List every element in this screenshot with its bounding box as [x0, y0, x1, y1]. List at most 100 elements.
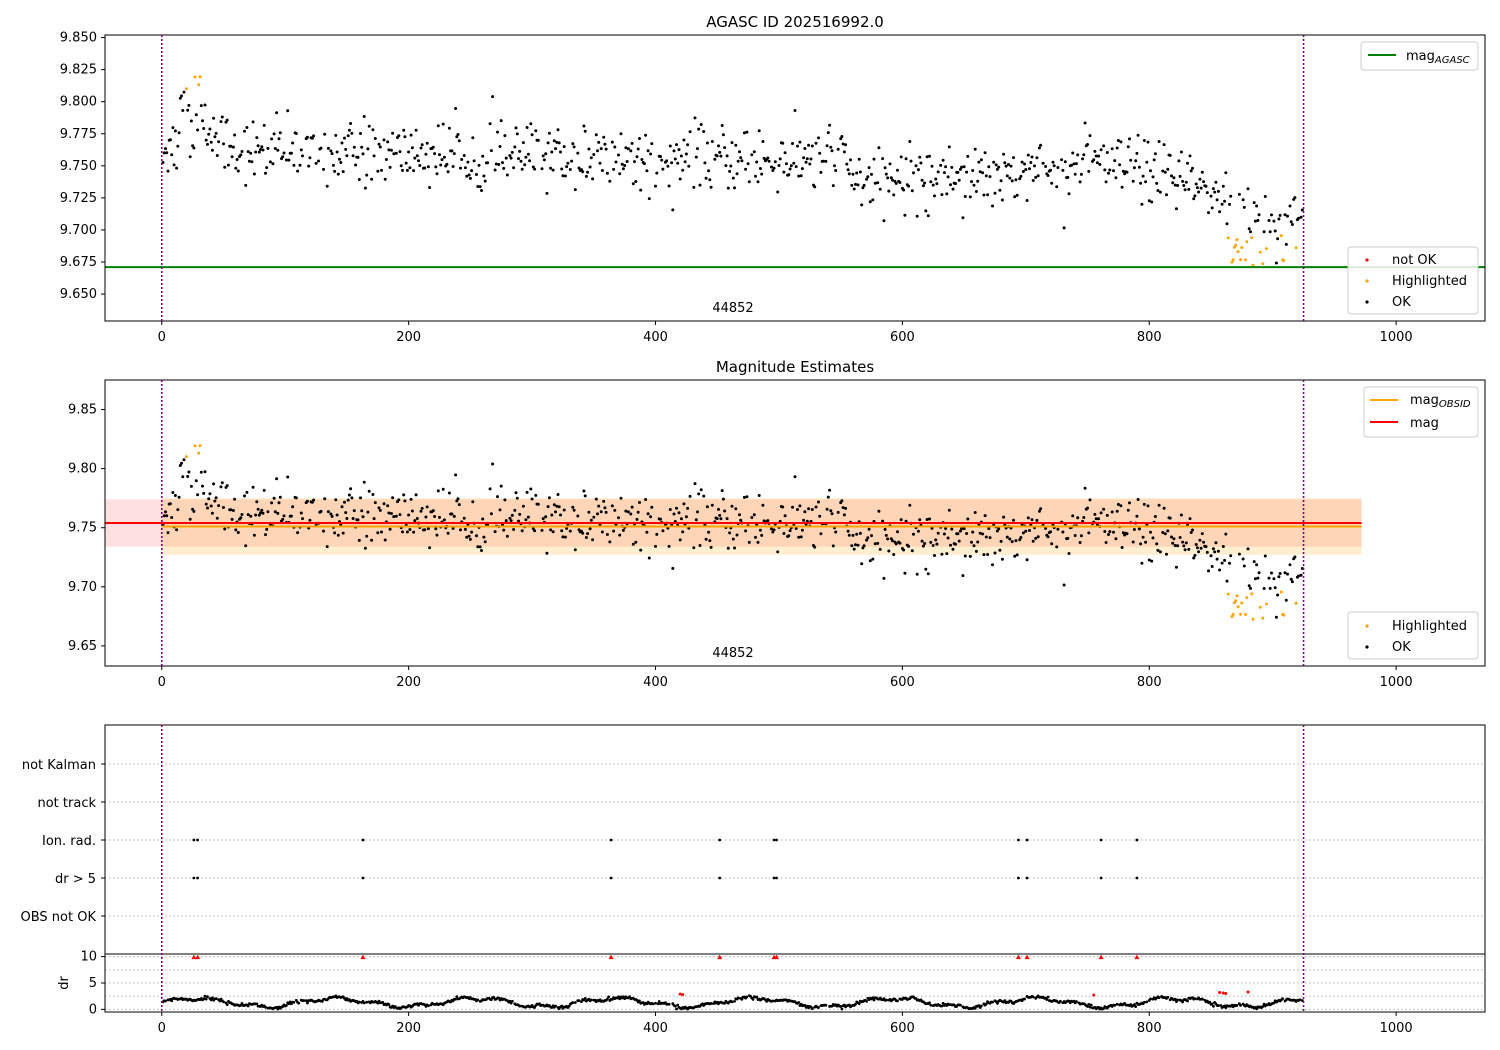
highlighted-point [1261, 616, 1265, 620]
legend-highlighted-mid: Highlighted [1392, 619, 1467, 634]
dr-point [362, 1001, 366, 1005]
ion-rad-point [1135, 838, 1139, 842]
ok-point [638, 137, 641, 140]
ok-point [441, 487, 445, 491]
ok-point [724, 164, 728, 168]
ok-point [187, 470, 191, 474]
ok-point [1288, 563, 1292, 567]
ok-point [1094, 517, 1098, 521]
ok-point [424, 515, 428, 519]
ok-point [560, 167, 564, 171]
ok-point [1002, 515, 1006, 519]
ok-point [478, 545, 482, 549]
ok-point [401, 530, 404, 534]
ok-point [436, 489, 440, 493]
ok-point [1205, 550, 1209, 554]
ok-point [912, 171, 915, 175]
ok-point [1225, 579, 1229, 583]
ok-point [391, 131, 395, 135]
ok-point [881, 519, 885, 523]
ok-point [644, 498, 648, 501]
ok-point [1015, 553, 1019, 557]
ok-point [270, 137, 274, 141]
dr-point [607, 995, 611, 999]
ok-point [730, 141, 734, 145]
ok-point [705, 505, 709, 509]
ok-point [541, 517, 545, 521]
dr-point [426, 1004, 430, 1008]
ok-point [1220, 202, 1224, 206]
ok-point [466, 160, 470, 164]
dr5-point [775, 876, 778, 880]
ok-point [493, 530, 497, 534]
ok-point [219, 485, 223, 489]
ok-point [1023, 162, 1027, 166]
ok-point [512, 528, 516, 531]
ok-point [351, 154, 355, 158]
flag-label: not track [37, 796, 96, 811]
dr-point [1166, 995, 1170, 999]
ok-point [1046, 174, 1050, 177]
ok-point [435, 172, 439, 176]
ok-point [1073, 172, 1077, 176]
ok-point [1020, 160, 1024, 164]
ok-point [552, 139, 556, 143]
ok-point [442, 518, 446, 522]
ok-point [721, 497, 725, 501]
ok-point [1262, 230, 1266, 234]
ok-point [620, 162, 624, 166]
ok-point [1131, 179, 1135, 183]
ok-point [976, 540, 980, 544]
ok-point [188, 155, 192, 159]
x-tick-label: 200 [396, 330, 421, 345]
ok-point [338, 157, 341, 161]
dr-point [1134, 1005, 1138, 1008]
ok-point [260, 508, 264, 512]
ok-point [665, 159, 669, 163]
dr-point [164, 999, 167, 1003]
ok-point [1092, 158, 1096, 162]
ok-point [165, 514, 169, 518]
ok-point [1107, 171, 1110, 175]
ok-point [582, 124, 586, 128]
dr-point [1193, 997, 1197, 1001]
ok-point [1140, 561, 1144, 565]
ok-point [410, 146, 414, 150]
ok-point [1093, 512, 1097, 516]
ok-point [192, 146, 196, 150]
ok-point [861, 186, 865, 190]
ok-point [520, 167, 524, 171]
ok-point [272, 132, 276, 136]
ok-point [667, 544, 671, 548]
ok-point [188, 517, 192, 521]
ok-point [1242, 564, 1246, 568]
ok-point [276, 511, 280, 515]
ok-point [536, 138, 540, 142]
ok-point [830, 512, 834, 516]
ok-point [278, 131, 282, 135]
ok-point [635, 155, 639, 159]
ok-point [646, 512, 650, 516]
ok-point [521, 141, 525, 145]
ok-point [343, 136, 346, 140]
highlighted-point [1231, 258, 1235, 262]
ok-point [1116, 139, 1120, 142]
ok-point [903, 571, 907, 575]
ok-point [409, 133, 413, 137]
ok-point [1284, 598, 1288, 602]
ok-point [949, 543, 952, 547]
ok-point [1189, 531, 1193, 534]
ok-point [855, 532, 859, 536]
ok-point [223, 165, 227, 169]
ok-point [426, 527, 430, 531]
ok-point [819, 170, 823, 174]
ok-point [621, 528, 625, 532]
ok-point [856, 543, 860, 547]
dr-point [656, 1002, 660, 1006]
ok-point [178, 96, 182, 100]
ok-point [789, 164, 793, 168]
ok-point [1144, 540, 1148, 544]
top-y-axis: 9.6509.6759.7009.7259.7509.7759.8009.825… [60, 31, 105, 302]
ok-point [333, 169, 337, 173]
ok-point [813, 185, 817, 189]
